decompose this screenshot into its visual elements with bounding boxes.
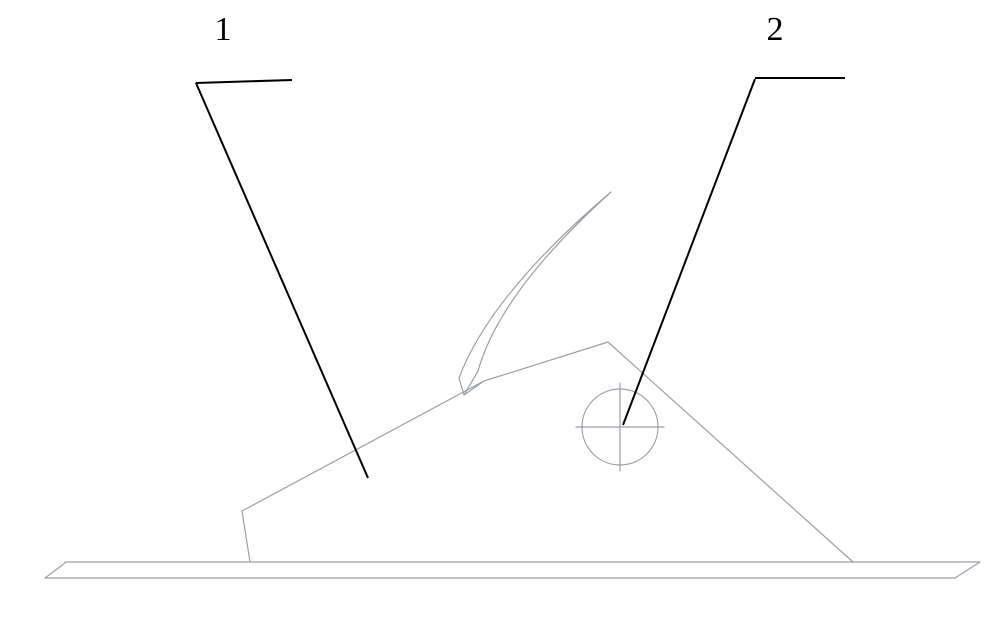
callout-2-label: 2 <box>767 11 784 48</box>
blade-notch <box>464 371 484 395</box>
diagram-canvas: 12 <box>0 0 1000 619</box>
bracket-body <box>242 342 853 562</box>
callout-1-label: 1 <box>215 11 232 48</box>
blade-arc <box>459 192 611 378</box>
callouts: 12 <box>196 11 845 478</box>
callout-1-bar <box>196 80 292 83</box>
callout-2-lead <box>623 79 755 425</box>
base-plate <box>45 562 980 578</box>
callout-1-lead <box>196 83 368 478</box>
drawing-lines <box>45 192 980 578</box>
